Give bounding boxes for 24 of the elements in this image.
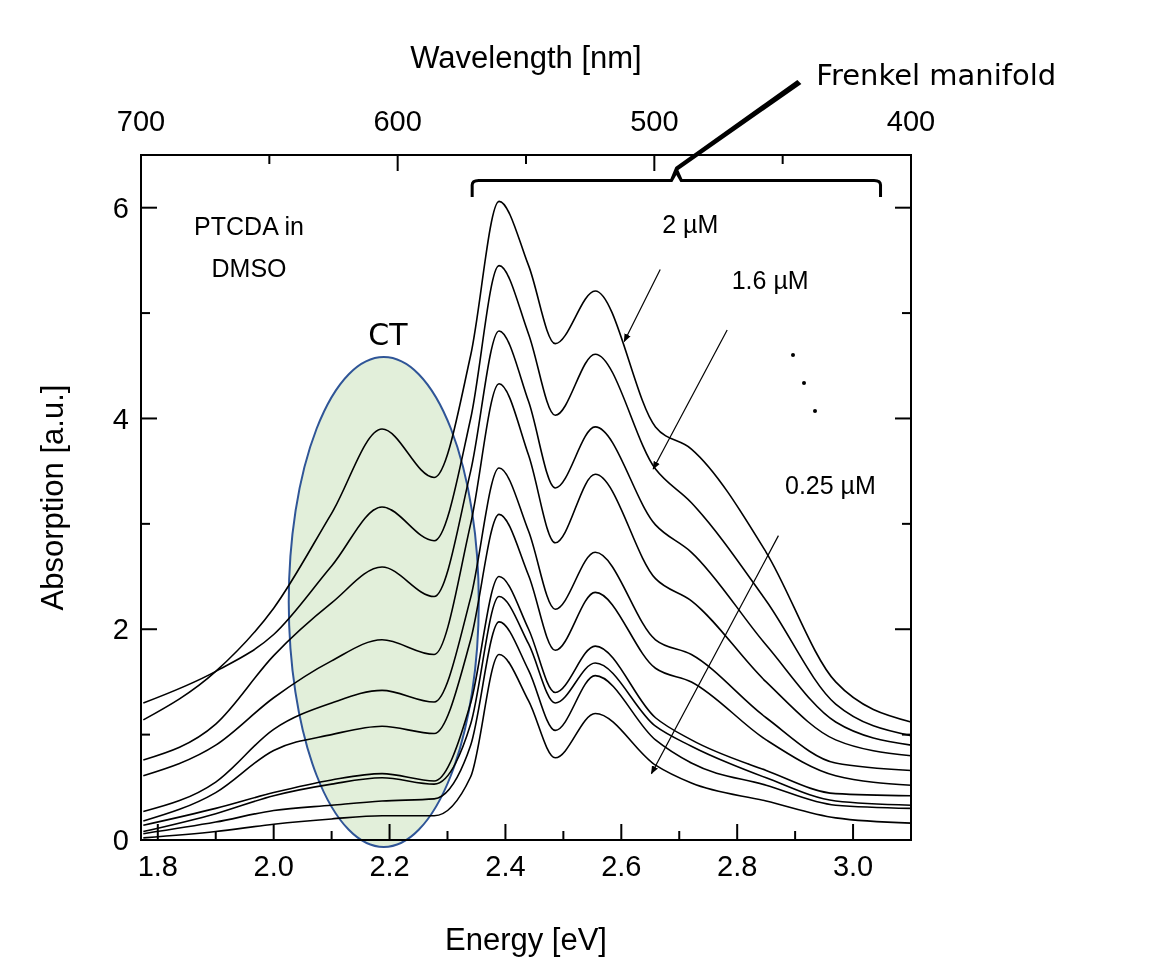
text: Frenkel manifold [816, 58, 1057, 92]
x-tick-label: 2.2 [369, 850, 410, 882]
x2-tick-label: 600 [373, 105, 422, 137]
y-axis-title: Absorption [a.u.] [35, 384, 70, 611]
y-tick-label: 2 [112, 613, 129, 646]
x2-tick-label: 700 [116, 105, 166, 137]
annotation: 0.25 µM [785, 471, 876, 500]
annotation: CT [368, 317, 409, 352]
x2-tick-label: 400 [886, 105, 936, 137]
y-tick-label: 0 [112, 824, 129, 857]
x-axis-title: Energy [eV] [445, 922, 607, 957]
x-tick-label: 2.8 [717, 850, 758, 882]
annotation: 2 µM [662, 210, 719, 239]
x2-axis-title: Wavelength [nm] [410, 40, 642, 75]
x-tick-label: 1.8 [137, 850, 178, 882]
x2-tick-label: 500 [630, 105, 679, 137]
annotation: PTCDA in DMSO [194, 212, 304, 282]
y-tick-label: 4 [112, 402, 129, 435]
x-tick-label: 2.4 [485, 850, 526, 882]
x-tick-label: 2.0 [253, 850, 294, 882]
annotation: 1.6 µM [731, 265, 809, 294]
x-tick-label: 2.6 [601, 850, 642, 882]
x-tick-label: 3.0 [832, 850, 874, 882]
y-tick-label: 6 [112, 191, 129, 224]
